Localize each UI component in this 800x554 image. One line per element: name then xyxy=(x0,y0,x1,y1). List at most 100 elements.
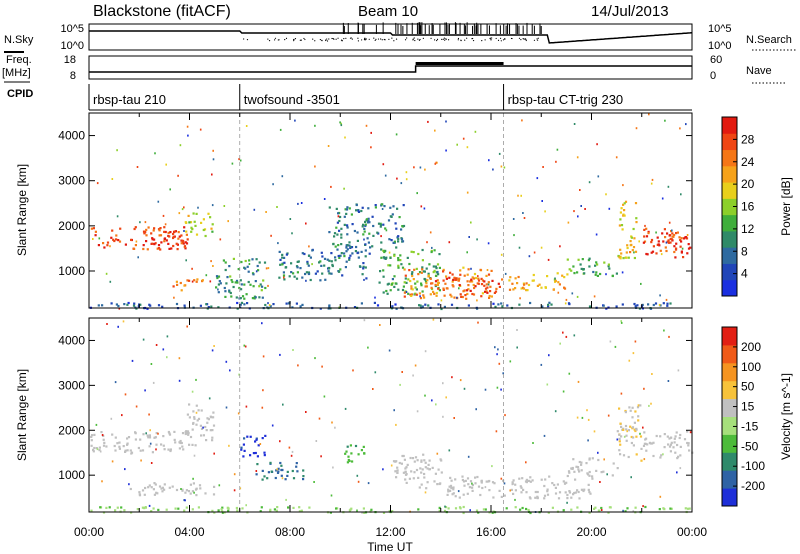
scatter-cell xyxy=(572,493,575,496)
scatter-cell xyxy=(393,275,396,278)
scatter-cell xyxy=(622,454,626,457)
scatter-cell xyxy=(261,296,264,299)
scatter-cell xyxy=(396,469,399,472)
scatter-cell xyxy=(467,288,470,291)
scatter-cell xyxy=(401,266,405,269)
scatter-speckle xyxy=(509,360,512,363)
scatter-cell xyxy=(404,277,407,280)
scatter-speckle xyxy=(503,482,506,485)
scatter-cell xyxy=(364,243,367,246)
scatter-speckle xyxy=(357,480,360,483)
scatter-speckle xyxy=(238,373,240,376)
scatter-speckle xyxy=(144,389,146,392)
scatter-speckle xyxy=(686,234,689,236)
scatter-speckle xyxy=(671,229,673,232)
scatter-cell xyxy=(151,237,154,240)
noise-search-dot xyxy=(321,40,323,42)
scatter-cell xyxy=(397,288,400,291)
scatter-speckle xyxy=(96,448,99,451)
scatter-cell xyxy=(469,289,472,292)
scatter-cell xyxy=(175,488,179,492)
scatter-cell xyxy=(186,431,190,434)
scatter-speckle xyxy=(648,404,650,407)
scatter-cell xyxy=(452,488,455,491)
scatter-cell xyxy=(566,493,569,497)
scatter-cell xyxy=(153,227,156,230)
scatter-cell xyxy=(230,295,233,298)
scatter-cell xyxy=(116,442,119,445)
scatter-speckle xyxy=(199,128,202,131)
scatter-speckle xyxy=(419,166,422,169)
scatter-cell xyxy=(514,277,517,280)
scatter-cell xyxy=(210,305,213,308)
scatter-cell xyxy=(611,274,614,277)
scatter-cell xyxy=(636,406,640,409)
scatter-cell xyxy=(567,302,571,305)
scatter-cell xyxy=(445,277,448,280)
scatter-cell xyxy=(241,507,244,510)
scatter-cell xyxy=(649,442,652,445)
scatter-cell xyxy=(483,284,486,287)
scatter-cell xyxy=(178,441,181,444)
scatter-cell xyxy=(394,460,397,463)
scatter-cell xyxy=(98,446,101,449)
scatter-cell xyxy=(477,277,480,280)
scatter-cell xyxy=(90,509,93,512)
scatter-cell xyxy=(594,506,597,509)
scatter-cell xyxy=(596,274,599,277)
date-title: 14/Jul/2013 xyxy=(591,3,669,20)
noise-search-dot xyxy=(335,38,337,40)
scatter-cell xyxy=(139,438,142,441)
noise-search-dot xyxy=(384,39,386,41)
scatter-cell xyxy=(293,275,296,278)
cpid-label: CPID xyxy=(7,88,33,100)
scatter-cell xyxy=(191,490,194,493)
scatter-cell xyxy=(345,260,348,263)
scatter-cell xyxy=(459,269,462,272)
scatter-speckle xyxy=(487,242,490,245)
noise-search-dot xyxy=(504,38,506,40)
scatter-cell xyxy=(163,226,166,229)
scatter-speckle xyxy=(543,434,546,437)
freq-label: Freq. xyxy=(6,54,32,66)
scatter-cell xyxy=(192,482,195,485)
scatter-cell xyxy=(684,507,687,510)
scatter-cell xyxy=(547,511,550,514)
scatter-cell xyxy=(280,468,283,472)
scatter-cell xyxy=(449,476,452,479)
scatter-cell xyxy=(631,406,634,409)
scatter-cell xyxy=(362,267,365,270)
noise-search-dot xyxy=(304,38,306,41)
scatter-speckle xyxy=(492,168,494,171)
scatter-cell xyxy=(174,441,177,444)
scatter-speckle xyxy=(180,488,182,490)
scatter-cell xyxy=(446,287,449,290)
scatter-cell xyxy=(677,455,680,458)
scatter-cell xyxy=(602,304,605,307)
scatter-cell xyxy=(151,451,154,454)
scatter-cell xyxy=(138,494,142,497)
scatter-cell xyxy=(348,256,351,260)
scatter-speckle xyxy=(474,130,477,133)
noise-search-dot xyxy=(380,38,382,40)
scatter-cell xyxy=(337,254,340,258)
scatter-cell xyxy=(163,240,166,243)
scatter-speckle xyxy=(665,241,668,244)
scatter-cell xyxy=(295,462,298,465)
scatter-cell xyxy=(411,288,414,291)
scatter-cell xyxy=(372,224,375,228)
scatter-cell xyxy=(519,508,522,511)
scatter-cell xyxy=(267,471,270,474)
noise-search-dot xyxy=(489,37,491,39)
scatter-cell xyxy=(579,263,582,266)
scatter-cell xyxy=(672,446,675,449)
scatter-cell xyxy=(243,449,246,452)
noise-search-dot xyxy=(491,37,493,39)
scatter-speckle xyxy=(548,354,550,357)
scatter-cell xyxy=(492,496,495,499)
scatter-cell xyxy=(432,290,435,293)
scatter-cell xyxy=(666,435,669,438)
noise-search-dot xyxy=(357,40,360,42)
scatter-cell xyxy=(551,482,554,485)
